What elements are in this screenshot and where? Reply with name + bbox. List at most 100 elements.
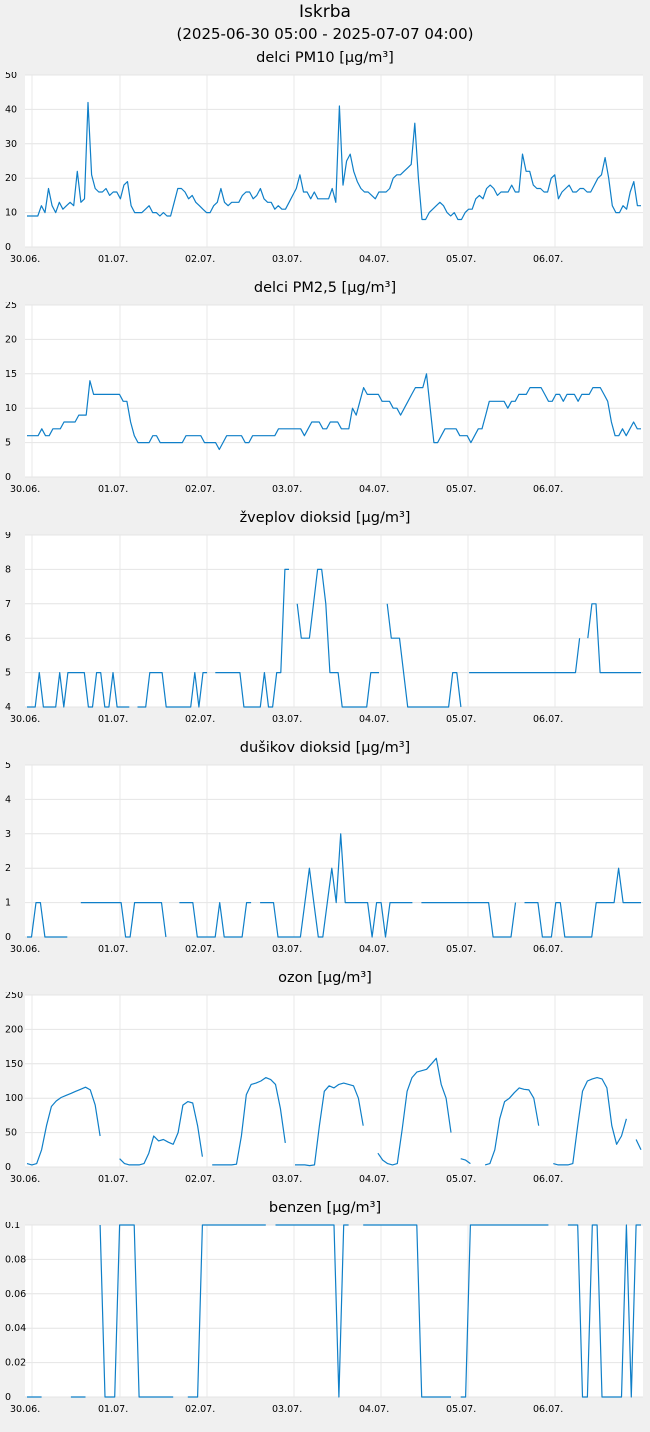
- series-line: [26, 1057, 642, 1167]
- chart-title: dušikov dioksid [µg/m³]: [239, 740, 411, 756]
- x-tick-label: 01.07.: [98, 484, 128, 495]
- chart-panel-benzene: benzen [µg/m³] 0 0.02 0.04 0.06 0.08 0.1 30.06…: [0, 1200, 650, 1430]
- x-tick-label: 03.07.: [272, 944, 302, 955]
- x-tick-label: 30.06.: [10, 1174, 40, 1185]
- y-tick-label: 150: [5, 1059, 23, 1070]
- x-tick-label: 30.06.: [10, 1404, 40, 1415]
- y-tick-label: 0.08: [5, 1254, 26, 1265]
- x-tick-label: 01.07.: [98, 714, 128, 725]
- x-tick-label: 30.06.: [10, 254, 40, 265]
- y-tick-label: 0.06: [5, 1289, 26, 1300]
- y-tick-label: 250: [5, 992, 23, 1001]
- x-tick-label: 01.07.: [98, 254, 128, 265]
- x-tick-label: 03.07.: [272, 484, 302, 495]
- y-tick-label: 10: [5, 403, 17, 414]
- y-tick-label: 5: [5, 762, 11, 771]
- x-tick-label: 03.07.: [272, 714, 302, 725]
- x-tick-label: 02.07.: [185, 714, 215, 725]
- x-tick-label: 30.06.: [10, 714, 40, 725]
- series-line: [27, 373, 641, 451]
- chart-panel-pm25: delci PM2,5 [µg/m³] 0 5 10 15 20 25 30.06. 01.0…: [0, 280, 650, 510]
- y-tick-label: 0.04: [5, 1323, 26, 1334]
- x-tick-label: 01.07.: [98, 1174, 128, 1185]
- y-tick-label: 7: [5, 599, 11, 610]
- x-tick-label: 06.07.: [533, 1174, 563, 1185]
- chart-title: žveplov dioksid [µg/m³]: [239, 510, 411, 526]
- page-subtitle: (2025-06-30 05:00 - 2025-07-07 04:00): [176, 25, 474, 43]
- plot-area: [25, 1225, 643, 1397]
- x-tick-label: 05.07.: [446, 254, 476, 265]
- y-tick-label: 20: [5, 173, 17, 184]
- x-tick-label: 04.07.: [359, 1174, 389, 1185]
- x-tick-label: 02.07.: [185, 944, 215, 955]
- y-tick-label: 100: [5, 1093, 23, 1104]
- y-tick-label: 0: [5, 932, 11, 943]
- x-tick-label: 01.07.: [98, 1404, 128, 1415]
- y-tick-label: 9: [5, 532, 11, 541]
- chart-title: delci PM10 [µg/m³]: [256, 50, 394, 66]
- x-tick-label: 30.06.: [10, 484, 40, 495]
- y-tick-label: 0.02: [5, 1358, 26, 1369]
- y-tick-label: 6: [5, 633, 11, 644]
- series-line: [27, 1224, 641, 1398]
- chart-ozone: 0 50 100 150 200 250 30.06. 01.07. 02.07. 03.07. 0…: [5, 992, 643, 1185]
- y-tick-label: 25: [5, 302, 17, 311]
- series-line: [27, 568, 641, 708]
- y-tick-label: 1: [5, 898, 11, 909]
- chart-pm10: 0 10 20 30 40 50 30.06. 01.07. 02.07. 03.07. 04.07…: [5, 72, 643, 265]
- series-line: [27, 833, 641, 938]
- y-tick-label: 0: [5, 1392, 11, 1403]
- x-tick-label: 03.07.: [272, 1404, 302, 1415]
- x-tick-label: 03.07.: [272, 1174, 302, 1185]
- y-tick-label: 4: [5, 702, 11, 713]
- chart-panel-ozone: ozon [µg/m³] 0 50 100 150 200 250 30.06. 01.07.…: [0, 970, 650, 1200]
- x-tick-label: 02.07.: [185, 484, 215, 495]
- chart-so2: 4 5 6 7 8 9 30.06. 01.07. 02.07. 03.07. 04.07. 05.0…: [5, 532, 643, 725]
- x-tick-label: 06.07.: [533, 1404, 563, 1415]
- y-tick-label: 5: [5, 668, 11, 679]
- plot-area: [25, 535, 643, 707]
- y-tick-label: 200: [5, 1024, 23, 1035]
- chart-title: ozon [µg/m³]: [278, 970, 372, 986]
- x-tick-label: 05.07.: [446, 1174, 476, 1185]
- y-tick-label: 0.1: [5, 1222, 20, 1231]
- y-tick-label: 4: [5, 794, 11, 805]
- y-tick-label: 3: [5, 829, 11, 840]
- page-title: Iskrba: [299, 2, 351, 22]
- x-tick-label: 02.07.: [185, 254, 215, 265]
- x-tick-label: 05.07.: [446, 484, 476, 495]
- x-tick-label: 02.07.: [185, 1174, 215, 1185]
- x-tick-label: 04.07.: [359, 1404, 389, 1415]
- y-tick-label: 0: [5, 242, 11, 253]
- y-tick-label: 8: [5, 564, 11, 575]
- chart-benzene: 0 0.02 0.04 0.06 0.08 0.1 30.06. 01.07. 02.07. 03…: [5, 1222, 643, 1415]
- series-line: [27, 101, 641, 221]
- y-tick-label: 0: [5, 1162, 11, 1173]
- x-tick-label: 06.07.: [533, 944, 563, 955]
- plot-area: [25, 765, 643, 937]
- x-tick-label: 05.07.: [446, 1404, 476, 1415]
- chart-title: delci PM2,5 [µg/m³]: [253, 280, 397, 296]
- y-tick-label: 20: [5, 334, 17, 345]
- y-tick-label: 15: [5, 369, 17, 380]
- y-tick-label: 50: [5, 72, 17, 81]
- y-tick-label: 40: [5, 104, 17, 115]
- chart-panel-no2: dušikov dioksid [µg/m³] 0 1 2 3 4 5 30.06. 01.0…: [0, 740, 650, 970]
- chart-panel-so2: žveplov dioksid [µg/m³] 4 5 6 7 8 9 30.06. 01.0…: [0, 510, 650, 740]
- x-tick-label: 06.07.: [533, 484, 563, 495]
- chart-title: benzen [µg/m³]: [268, 1200, 382, 1216]
- chart-panel-pm10: delci PM10 [µg/m³] 0 10 20 30 40 50 30.06. 01.0…: [0, 50, 650, 280]
- x-tick-label: 04.07.: [359, 484, 389, 495]
- x-tick-label: 03.07.: [272, 254, 302, 265]
- chart-no2: 0 1 2 3 4 5 30.06. 01.07. 02.07. 03.07. 04.07. 05.0…: [5, 762, 643, 955]
- y-tick-label: 2: [5, 863, 11, 874]
- chart-pm25: 0 5 10 15 20 25 30.06. 01.07. 02.07. 03.07. 04.07.…: [5, 302, 643, 495]
- plot-area: [25, 305, 643, 477]
- x-tick-label: 01.07.: [98, 944, 128, 955]
- x-tick-label: 05.07.: [446, 714, 476, 725]
- x-tick-label: 06.07.: [533, 714, 563, 725]
- x-tick-label: 04.07.: [359, 714, 389, 725]
- y-tick-label: 0: [5, 472, 11, 483]
- x-tick-label: 05.07.: [446, 944, 476, 955]
- x-tick-label: 04.07.: [359, 944, 389, 955]
